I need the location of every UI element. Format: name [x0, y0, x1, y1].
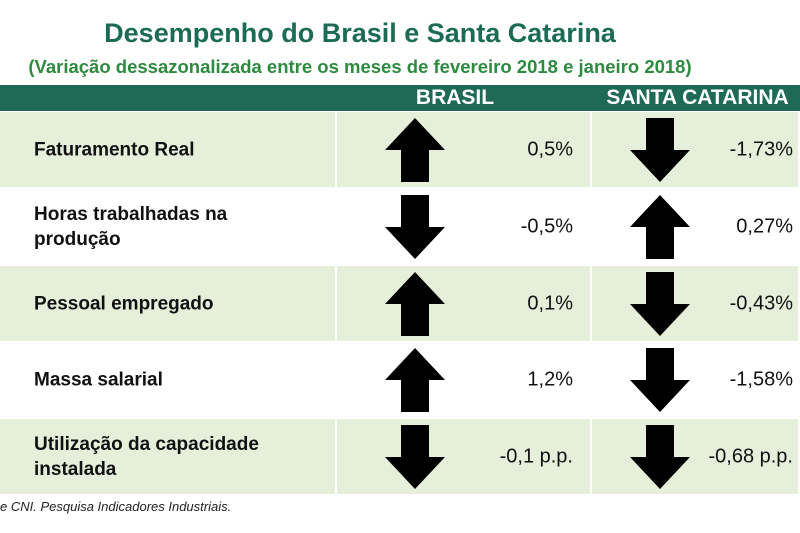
value: -0,5%: [520, 215, 573, 237]
value: -1,73%: [729, 138, 793, 160]
value-cell: -1,73%: [592, 112, 800, 187]
row-label-cell: Faturamento Real: [0, 112, 337, 187]
value-cell: 0,1%: [337, 266, 592, 341]
value: -0,43%: [729, 292, 793, 314]
arrow-shape: [385, 272, 445, 336]
value: 0,1%: [527, 292, 573, 314]
arrow-down: [630, 348, 690, 412]
arrow-shape: [385, 348, 445, 412]
column-header: BRASIL: [415, 86, 495, 109]
row-label: Utilização da capacidade instalada: [34, 433, 259, 480]
value-cell: -0,68 p.p.: [592, 419, 800, 494]
value: 1,2%: [527, 368, 573, 390]
row-label-cell: Utilização da capacidade instalada: [0, 419, 337, 494]
value-cell: -0,1 p.p.: [337, 419, 592, 494]
table-row: Horas trabalhadas na produção -0,5% 0,27%: [0, 189, 800, 264]
title: Desempenho do Brasil e Santa Catarina: [104, 18, 616, 48]
column-header: SANTA CATARINA: [606, 86, 789, 109]
header-band: [0, 85, 800, 111]
value-cell: -1,58%: [592, 342, 800, 417]
arrow-shape: [385, 195, 445, 259]
arrow-shape: [630, 272, 690, 336]
value: -1,58%: [729, 368, 793, 390]
arrow-shape: [630, 425, 690, 489]
source-note: e CNI. Pesquisa Indicadores Industriais.: [0, 499, 232, 514]
row-label: Massa salarial: [34, 369, 163, 390]
table-row: Faturamento Real 0,5% -1,73%: [0, 112, 800, 187]
value-cell: -0,5%: [337, 189, 592, 264]
arrow-up: [630, 195, 690, 259]
table-row: Pessoal empregado 0,1% -0,43%: [0, 266, 800, 341]
arrow-up: [385, 348, 445, 412]
arrow-shape: [630, 348, 690, 412]
row-label-cell: Pessoal empregado: [0, 266, 337, 341]
value: 0,5%: [527, 138, 573, 160]
row-label: Horas trabalhadas na produção: [34, 203, 228, 250]
arrow-down: [630, 118, 690, 182]
arrow-shape: [385, 425, 445, 489]
value-cell: 0,27%: [592, 189, 800, 264]
subtitle: (Variação dessazonalizada entre os meses…: [28, 56, 692, 77]
arrow-down: [630, 272, 690, 336]
row-label: Faturamento Real: [34, 139, 195, 160]
arrow-down: [630, 425, 690, 489]
value-cell: 1,2%: [337, 342, 592, 417]
row-label-cell: Horas trabalhadas na produção: [0, 189, 337, 264]
row-label: Pessoal empregado: [34, 293, 214, 314]
arrow-shape: [385, 118, 445, 182]
arrow-down: [385, 425, 445, 489]
table-row: Utilização da capacidade instalada -0,1 p…: [0, 419, 800, 494]
value-cell: 0,5%: [337, 112, 592, 187]
value: -0,68 p.p.: [708, 445, 793, 467]
arrow-down: [385, 195, 445, 259]
value-cell: -0,43%: [592, 266, 800, 341]
arrow-shape: [630, 195, 690, 259]
arrow-up: [385, 118, 445, 182]
value: -0,1 p.p.: [499, 445, 573, 467]
arrow-shape: [630, 118, 690, 182]
row-label-cell: Massa salarial: [0, 342, 337, 417]
table-row: Massa salarial 1,2% -1,58%: [0, 342, 800, 417]
arrow-up: [385, 272, 445, 336]
value: 0,27%: [736, 215, 793, 237]
